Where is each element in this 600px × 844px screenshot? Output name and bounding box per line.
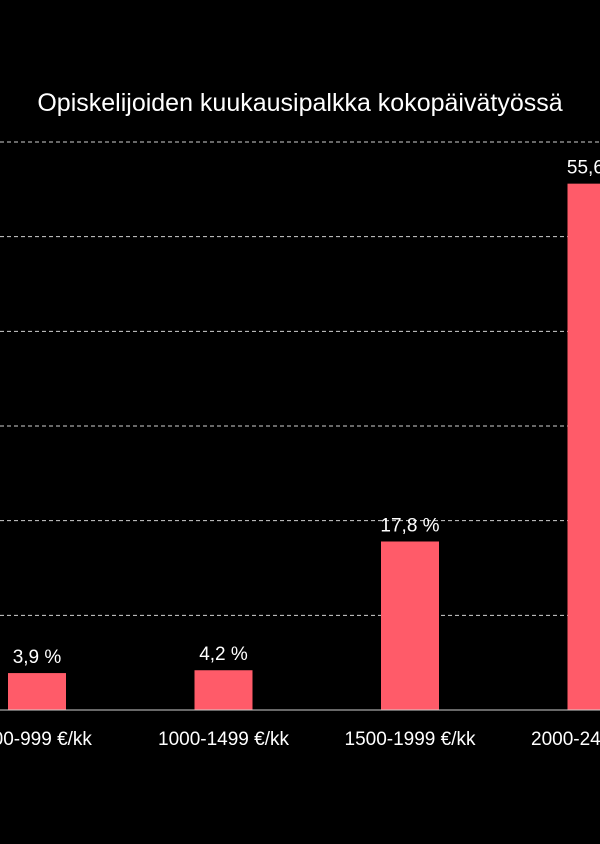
x-tick-label: 1000-1499 €/kk <box>158 729 289 750</box>
x-tick-label: 1500-1999 €/kk <box>345 729 476 750</box>
bar <box>381 541 439 710</box>
bar <box>194 670 253 710</box>
bars <box>8 183 600 711</box>
chart-title: Opiskelijoiden kuukausipalkka kokopäivät… <box>37 89 562 117</box>
bar <box>567 183 600 711</box>
data-labels: 3,9 % 4,2 % 17,8 % 55,6 % <box>13 158 600 668</box>
data-label: 55,6 % <box>567 158 600 179</box>
x-tick-label: 2000-2499 €/kk <box>531 729 600 750</box>
x-tick-labels: 500-999 €/kk 1000-1499 €/kk 1500-1999 €/kk… <box>0 729 600 750</box>
data-label: 4,2 % <box>199 644 248 665</box>
grid-lines <box>0 141 600 616</box>
data-label: 17,8 % <box>380 515 439 536</box>
x-tick-label: 500-999 €/kk <box>0 729 92 750</box>
data-label: 3,9 % <box>13 647 62 668</box>
bar <box>8 673 66 710</box>
